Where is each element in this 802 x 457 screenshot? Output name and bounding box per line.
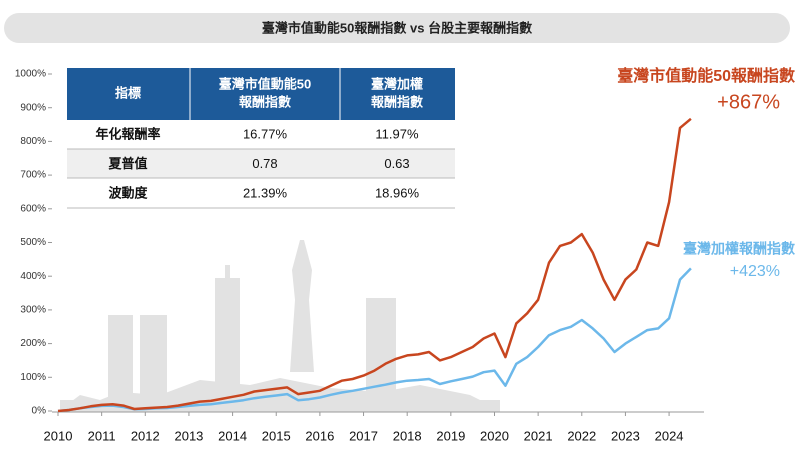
table-header-cell: 報酬指數 bbox=[371, 94, 423, 109]
table-cell: 11.97% bbox=[375, 126, 419, 141]
table-cell: 16.77% bbox=[243, 126, 288, 141]
table-header-cell: 報酬指數 bbox=[239, 94, 291, 109]
table-cell: 夏普值 bbox=[107, 156, 147, 171]
title-banner bbox=[4, 13, 790, 43]
x-tick-label: 2014 bbox=[218, 428, 247, 443]
x-tick-label: 2012 bbox=[131, 428, 160, 443]
x-tick-label: 2019 bbox=[436, 428, 465, 443]
y-tick-label: 100% bbox=[20, 372, 46, 383]
chart-title: 臺灣市值動能50報酬指數 vs 台股主要報酬指數 bbox=[262, 20, 532, 35]
x-tick-label: 2013 bbox=[174, 428, 203, 443]
y-tick-label: 900% bbox=[20, 102, 46, 113]
x-tick-label: 2020 bbox=[480, 428, 509, 443]
x-tick-label: 2011 bbox=[88, 428, 116, 443]
table-header-cell: 指標 bbox=[115, 85, 141, 100]
x-tick-label: 2024 bbox=[655, 428, 684, 443]
y-tick-label: 800% bbox=[20, 136, 46, 147]
x-tick-label: 2010 bbox=[44, 428, 73, 443]
table-cell: 21.39% bbox=[243, 185, 288, 200]
table-header-cell: 臺灣市值動能50 bbox=[219, 76, 311, 91]
x-tick-label: 2017 bbox=[349, 428, 378, 443]
series-label: 臺灣市值動能50報酬指數 bbox=[617, 66, 795, 85]
y-tick-label: 300% bbox=[20, 305, 46, 316]
table-cell: 波動度 bbox=[108, 185, 148, 200]
table-cell: 0.63 bbox=[384, 156, 409, 171]
table-header bbox=[67, 68, 455, 120]
x-tick-label: 2015 bbox=[262, 428, 291, 443]
y-tick-label: 700% bbox=[20, 170, 46, 181]
x-tick-label: 2022 bbox=[567, 428, 596, 443]
y-tick-label: 400% bbox=[20, 271, 46, 282]
y-tick-label: 600% bbox=[20, 203, 46, 214]
end-value-label: +423% bbox=[730, 263, 780, 280]
x-tick-label: 2016 bbox=[305, 428, 334, 443]
end-value-label: +867% bbox=[717, 91, 780, 113]
skyline bbox=[60, 240, 500, 412]
table-cell: 0.78 bbox=[252, 156, 277, 171]
series-label: 臺灣加權報酬指數 bbox=[683, 241, 795, 257]
x-tick-label: 2018 bbox=[393, 428, 422, 443]
y-tick-label: 1000% bbox=[15, 69, 46, 80]
x-tick-label: 2023 bbox=[611, 428, 640, 443]
table-header-cell: 臺灣加權 bbox=[371, 76, 423, 91]
table-cell: 年化報酬率 bbox=[95, 126, 160, 141]
x-tick-label: 2021 bbox=[524, 428, 553, 443]
y-tick-label: 200% bbox=[20, 338, 46, 349]
y-tick-label: 0% bbox=[32, 406, 47, 417]
y-tick-label: 500% bbox=[20, 237, 46, 248]
series-line bbox=[57, 117, 692, 413]
table-cell: 18.96% bbox=[375, 185, 420, 200]
row-shade bbox=[67, 149, 455, 178]
